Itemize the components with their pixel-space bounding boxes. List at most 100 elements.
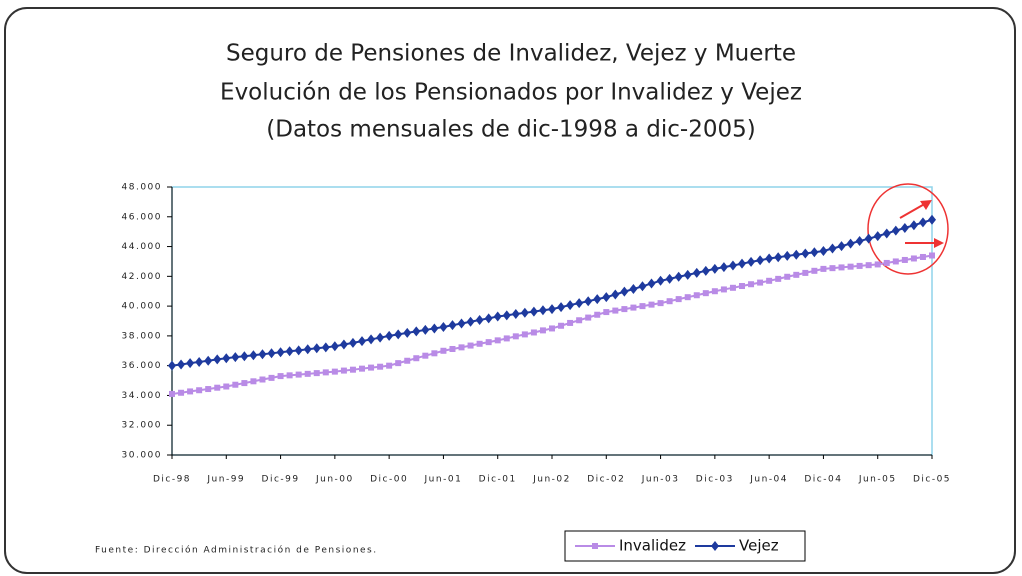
- marker: [448, 320, 457, 331]
- marker: [359, 365, 365, 372]
- source: Fuente: Dirección Administración de Pens…: [95, 545, 378, 556]
- marker: [874, 261, 881, 268]
- marker: [702, 290, 709, 297]
- y-tick-label: 32.000: [122, 421, 163, 431]
- marker: [918, 217, 927, 228]
- marker: [412, 326, 421, 337]
- marker: [838, 264, 845, 271]
- marker: [466, 316, 475, 327]
- marker: [864, 233, 873, 244]
- marker: [404, 357, 411, 364]
- marker: [829, 265, 836, 272]
- marker: [738, 258, 746, 269]
- y-tick-label: 42.000: [122, 272, 163, 282]
- x-tick-label: Jun-01: [424, 475, 463, 485]
- marker: [584, 296, 593, 307]
- marker: [520, 307, 529, 318]
- marker: [539, 327, 546, 334]
- frame: [4, 7, 1016, 574]
- marker: [249, 350, 258, 361]
- marker: [304, 370, 311, 377]
- marker: [529, 306, 538, 317]
- marker: [322, 369, 329, 376]
- marker: [784, 273, 791, 280]
- marker: [502, 310, 511, 321]
- marker: [820, 265, 827, 272]
- arrow-head: [920, 200, 932, 210]
- marker: [521, 331, 528, 338]
- marker: [294, 345, 303, 356]
- y-tick-label: 48.000: [122, 183, 163, 193]
- marker: [891, 225, 900, 236]
- marker: [231, 352, 240, 363]
- marker: [457, 318, 466, 329]
- x-tick-label: Jun-00: [315, 475, 354, 485]
- marker: [368, 364, 375, 371]
- marker: [223, 383, 230, 390]
- marker: [856, 262, 863, 269]
- marker: [268, 374, 275, 381]
- y-tick-label: 30.000: [122, 451, 163, 461]
- marker: [774, 252, 783, 263]
- x-tick-label: Dic-98: [153, 475, 191, 485]
- marker: [900, 222, 909, 233]
- marker: [267, 348, 276, 359]
- marker: [684, 294, 691, 301]
- marker: [837, 241, 846, 252]
- marker: [793, 271, 800, 278]
- marker: [205, 386, 212, 393]
- x-tick-label: Dic-05: [913, 475, 951, 485]
- marker: [783, 250, 792, 261]
- marker: [882, 228, 891, 239]
- marker: [385, 330, 394, 341]
- marker: [739, 283, 745, 290]
- marker: [259, 376, 266, 383]
- marker: [213, 354, 222, 365]
- marker: [919, 253, 926, 260]
- y-tick-label: 46.000: [122, 212, 163, 222]
- marker: [358, 336, 366, 347]
- marker: [312, 343, 321, 354]
- marker: [421, 324, 430, 335]
- marker: [639, 303, 646, 310]
- marker: [747, 256, 756, 267]
- marker: [549, 325, 555, 332]
- marker: [484, 313, 493, 324]
- marker: [612, 307, 619, 314]
- marker: [485, 339, 492, 346]
- marker: [340, 367, 347, 374]
- marker: [757, 279, 764, 286]
- y-tick-label: 36.000: [122, 361, 163, 371]
- marker: [674, 271, 683, 282]
- marker: [558, 322, 565, 329]
- x-tick-label: Dic-02: [587, 475, 625, 485]
- x-tick-label: Jun-04: [749, 475, 788, 485]
- marker: [847, 263, 854, 270]
- marker: [258, 349, 267, 360]
- marker: [548, 304, 556, 315]
- marker: [629, 283, 638, 294]
- marker: [910, 255, 917, 262]
- marker: [602, 292, 611, 303]
- marker: [929, 252, 935, 259]
- marker: [177, 359, 186, 370]
- marker: [748, 281, 755, 288]
- x-tick-label: Dic-03: [696, 475, 734, 485]
- marker: [331, 368, 338, 375]
- marker: [720, 286, 727, 293]
- marker: [729, 284, 736, 291]
- marker: [828, 243, 837, 254]
- marker: [214, 384, 221, 391]
- marker: [222, 353, 231, 364]
- chart-title: Seguro de Pensiones de Invalidez, Vejez …: [226, 41, 796, 67]
- marker: [575, 298, 584, 309]
- marker: [846, 238, 855, 249]
- marker: [285, 346, 294, 357]
- x-tick-label: Jun-99: [206, 475, 245, 485]
- highlight-circle: [867, 183, 949, 275]
- marker: [439, 321, 448, 332]
- marker: [530, 329, 537, 336]
- marker: [313, 370, 320, 377]
- marker: [766, 277, 773, 284]
- marker: [576, 317, 583, 324]
